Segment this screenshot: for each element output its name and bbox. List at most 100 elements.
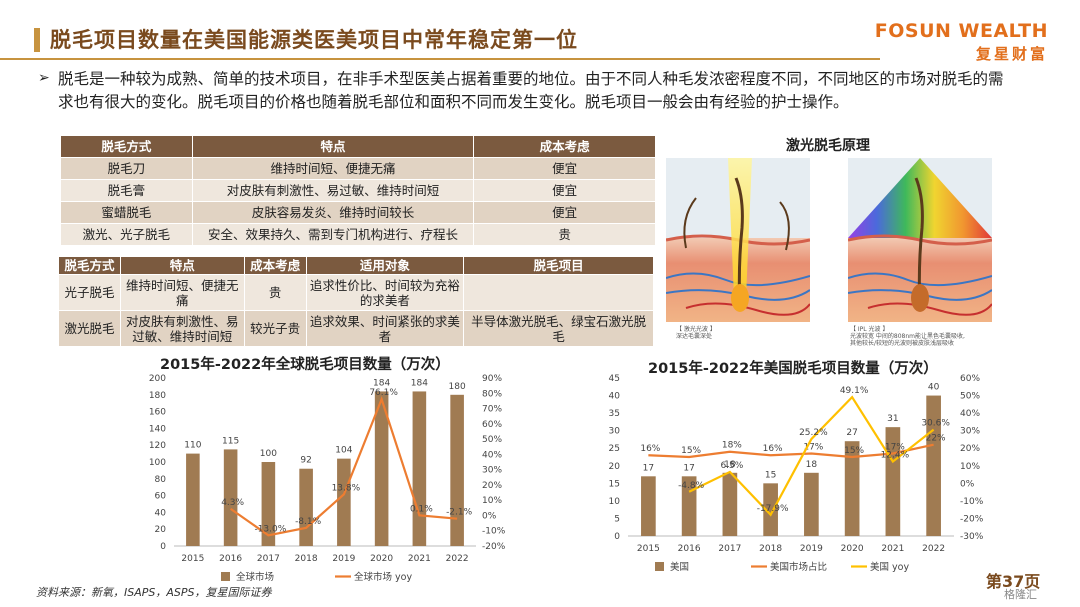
table-cell: 便宜 (473, 179, 656, 202)
y-axis-left-tick: 140 (149, 424, 166, 434)
line-value-label: 30.6% (921, 419, 950, 429)
y-axis-right-tick: 20% (482, 481, 502, 491)
bar (450, 394, 464, 546)
bar-value-label: 110 (184, 441, 201, 451)
line-value-label: 76.1% (369, 388, 398, 398)
bar-value-label: 31 (887, 414, 898, 424)
y-axis-left-tick: 15 (609, 479, 620, 489)
bar (261, 462, 276, 546)
title-bar: 脱毛项目数量在美国能源类医美项目中常年稳定第一位 (0, 22, 880, 60)
y-axis-right-tick: 20% (960, 444, 980, 454)
intro-paragraph: 脱毛是一种较为成熟、简单的技术项目，在非手术型医美占据着重要的地位。由于不同人种… (58, 70, 1004, 111)
y-axis-left-tick: 160 (149, 408, 166, 418)
line-value-label: 16% (763, 444, 783, 454)
bar-value-label: 15 (765, 470, 776, 480)
y-axis-right-tick: 90% (482, 374, 502, 384)
bar (804, 472, 819, 536)
table-cell: 脱毛膏 (60, 179, 193, 202)
bar-value-label: 27 (846, 428, 857, 438)
bar (722, 472, 738, 536)
line-value-label: 0.1% (410, 504, 433, 514)
bar (844, 441, 860, 536)
x-axis-tick: 2020 (370, 554, 393, 564)
table-cell: 脱毛刀 (60, 157, 193, 180)
table-header: 脱毛方式 (60, 135, 193, 158)
table-header: 特点 (119, 256, 245, 275)
line-value-label: -13.0% (254, 524, 286, 534)
line-value-label: 13.8% (332, 483, 361, 493)
line-value-label: 4.3% (221, 498, 244, 508)
x-axis-tick: 2016 (678, 544, 701, 554)
laser-caption-text: 深达毛囊深处 (676, 333, 713, 340)
bar-value-label: 40 (928, 383, 940, 393)
hair-removal-methods-table: 脱毛方式 特点 成本考虑 脱毛刀 维持时间短、便捷无痛 便宜 脱毛膏 对皮肤有刺… (60, 135, 656, 246)
y-axis-right-tick: 0% (482, 511, 497, 521)
line-value-label: 12.4% (881, 451, 910, 461)
bar-value-label: 115 (222, 436, 239, 446)
y-axis-right-tick: 60% (960, 374, 980, 384)
line-value-label: 49.1% (840, 386, 869, 396)
table-header: 脱毛项目 (463, 256, 654, 275)
y-axis-left-tick: 20 (609, 462, 621, 472)
table-cell: 皮肤容易发炎、维持时间较长 (191, 201, 475, 224)
x-axis-tick: 2021 (408, 554, 431, 564)
y-axis-left-tick: 200 (149, 374, 166, 384)
laser-caption-title: 【 激光光波 】 (676, 326, 716, 333)
line-value-label: 17% (885, 442, 905, 452)
line-value-label: 18% (722, 441, 742, 451)
us-hair-removal-chart: 0 5 10 15 20 25 30 35 40 45 -30% -20% -10% 0% 10% 20% 30… (609, 374, 984, 573)
x-axis-tick: 2017 (257, 554, 280, 564)
bar-value-label: 104 (335, 446, 352, 456)
bar-value-label: 18 (724, 460, 736, 470)
y-axis-left-tick: 80 (155, 475, 167, 485)
table-cell: 较光子贵 (243, 310, 307, 347)
title-underline (0, 58, 880, 60)
x-axis-tick: 2019 (332, 554, 355, 564)
table-header: 特点 (191, 135, 475, 158)
laser-principle-title: 激光脱毛原理 (786, 138, 870, 154)
y-axis-left-tick: 5 (614, 514, 620, 524)
ipl-caption-text: 光波较宽 中间的808nm能让黑色毛囊吸收, (850, 333, 965, 340)
table-cell: 对皮肤有刺激性、易过敏、维持时间短 (119, 310, 245, 347)
x-axis-tick: 2018 (759, 544, 782, 554)
y-axis-right-tick: 70% (482, 405, 502, 415)
table-cell: 贵 (473, 223, 656, 246)
y-axis-right-tick: 30% (482, 466, 502, 476)
y-axis-left-tick: 60 (155, 492, 167, 502)
y-axis-left-tick: 180 (149, 391, 166, 401)
bar-value-label: 92 (300, 456, 311, 466)
laser-wave-illustration (666, 158, 810, 322)
ipl-caption-text-2: 其他较长/较短的光波则被皮肤浅层吸收 (850, 340, 955, 347)
line-value-label: -2.1% (446, 508, 473, 518)
y-axis-right-tick: -20% (482, 542, 506, 552)
table-cell: 对皮肤有刺激性、易过敏、维持时间短 (191, 179, 475, 202)
y-axis-left-tick: 0 (160, 542, 166, 552)
y-axis-left-tick: 30 (609, 427, 621, 437)
bar-value-label: 17 (683, 463, 694, 473)
table-cell: 追求性价比、时间较为充裕的求美者 (305, 274, 465, 311)
series-line (648, 443, 934, 459)
ipl-caption: 【 IPL 光波 】 光波较宽 中间的808nm能让黑色毛囊吸收, 其他较长/较… (850, 326, 1000, 347)
global-hair-removal-chart: 0 20 40 60 80 100 120 140 160 180 200 -20% -10% 0% 10%… (149, 374, 506, 583)
table-row: 蜜蜡脱毛 皮肤容易发炎、维持时间较长 便宜 (60, 201, 656, 224)
table-cell: 便宜 (473, 157, 656, 180)
y-axis-right-tick: -10% (960, 497, 984, 507)
y-axis-right-tick: 50% (482, 435, 502, 445)
x-axis-tick: 2019 (800, 544, 823, 554)
bar-value-label: 17 (643, 463, 654, 473)
bar-value-label: 184 (411, 378, 428, 388)
y-axis-left-tick: 25 (609, 444, 620, 454)
table-cell: 激光、光子脱毛 (60, 223, 193, 246)
line-value-label: 25.2% (799, 428, 828, 438)
table-row: 光子脱毛 维持时间短、便捷无痛 贵 追求性价比、时间较为充裕的求美者 (58, 274, 654, 311)
laser-caption: 【 激光光波 】 深达毛囊深处 (676, 326, 716, 340)
y-axis-left-tick: 40 (155, 508, 167, 518)
bar (337, 458, 351, 546)
y-axis-left-tick: 35 (609, 409, 620, 419)
legend-swatch (655, 562, 664, 571)
brand-name-cn: 复星财富 (975, 45, 1048, 63)
y-axis-left-tick: 10 (609, 497, 621, 507)
y-axis-right-tick: 40% (960, 409, 980, 419)
bar-value-label: 100 (260, 449, 277, 459)
global-chart-title: 2015年-2022年全球脱毛项目数量（万次） (160, 357, 450, 373)
